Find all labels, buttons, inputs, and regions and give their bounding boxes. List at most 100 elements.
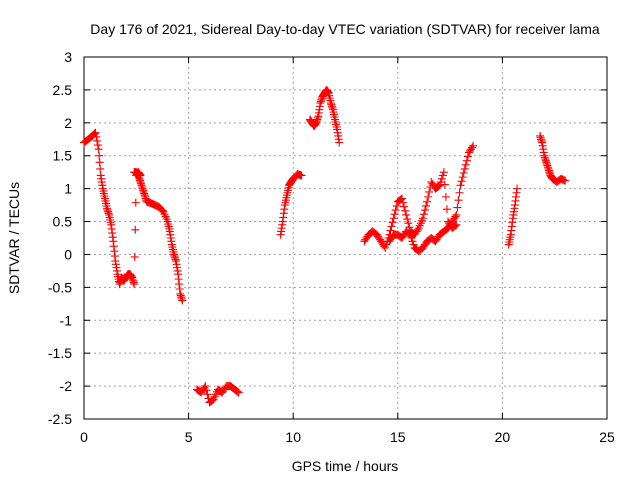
y-tick-label: -2 xyxy=(60,378,73,394)
data-point xyxy=(232,387,241,396)
data-point xyxy=(197,388,206,397)
data-point xyxy=(407,234,416,242)
x-tick-label: 5 xyxy=(185,429,193,445)
data-point xyxy=(403,215,412,224)
data-point xyxy=(362,234,371,242)
data-point xyxy=(92,132,101,141)
series-sdtvar xyxy=(80,128,187,305)
data-point xyxy=(203,390,212,399)
data-point xyxy=(422,201,431,210)
data-point xyxy=(561,176,570,185)
data-point xyxy=(413,225,422,234)
data-point xyxy=(465,146,474,155)
data-point xyxy=(130,280,139,289)
data-point xyxy=(437,174,446,183)
chart-title: Day 176 of 2021, Sidereal Day-to-day VTE… xyxy=(90,21,600,37)
series-sdtvar-3 xyxy=(276,170,306,239)
data-point xyxy=(400,202,409,211)
x-tick-labels: 0 5 10 15 20 25 xyxy=(80,429,615,445)
data-point xyxy=(402,210,411,219)
data-point xyxy=(396,195,405,204)
data-point xyxy=(431,237,440,246)
data-point xyxy=(390,210,399,219)
data-point xyxy=(445,222,454,231)
data-point xyxy=(433,234,442,242)
data-point xyxy=(469,141,478,150)
data-point xyxy=(388,218,397,227)
data-point xyxy=(449,215,458,224)
x-tick-label: 15 xyxy=(390,429,406,445)
series-sdtvar-8 xyxy=(536,131,570,187)
data-point xyxy=(387,222,396,231)
data-point xyxy=(373,232,382,241)
data-point xyxy=(419,242,428,251)
data-point xyxy=(438,171,447,180)
x-tick-label: 25 xyxy=(599,429,615,445)
data-point xyxy=(418,214,427,223)
data-point xyxy=(451,212,460,221)
data-point xyxy=(130,252,139,261)
data-point xyxy=(420,206,429,215)
data-point xyxy=(385,237,394,246)
data-point xyxy=(381,243,390,252)
data-point xyxy=(424,192,433,201)
data-point xyxy=(233,387,242,396)
y-tick-label: 3 xyxy=(64,49,72,65)
y-tick-label: 0.5 xyxy=(53,214,73,230)
data-point xyxy=(372,230,381,239)
data-point xyxy=(386,235,395,244)
data-point xyxy=(408,237,417,246)
data-point xyxy=(397,234,406,242)
data-point xyxy=(218,388,227,397)
data-point xyxy=(451,221,460,230)
data-point xyxy=(467,145,476,154)
y-tick-labels: -2.5 -2 -1.5 -1 -0.5 0 0.5 1 1.5 2 2.5 3 xyxy=(48,49,72,427)
x-tick-label: 0 xyxy=(80,429,88,445)
data-point xyxy=(452,210,461,219)
data-point xyxy=(386,226,395,235)
y-axis-label: SDTVAR / TECUs xyxy=(6,182,22,294)
data-point xyxy=(405,229,414,238)
data-point xyxy=(397,194,406,203)
data-point xyxy=(93,136,102,145)
data-point xyxy=(420,240,429,249)
data-point xyxy=(399,198,408,207)
data-point xyxy=(447,219,456,228)
data-point xyxy=(419,210,428,219)
data-point xyxy=(93,141,102,150)
data-point xyxy=(418,243,427,252)
data-point xyxy=(376,235,385,244)
data-point xyxy=(411,229,420,238)
data-point xyxy=(207,396,216,405)
data-point xyxy=(198,387,207,396)
data-point xyxy=(406,230,415,239)
series-sdtvar-6 xyxy=(385,141,478,256)
data-point xyxy=(434,182,443,191)
data-point xyxy=(458,173,467,182)
data-point xyxy=(391,206,400,215)
data-point xyxy=(131,225,140,234)
data-point xyxy=(456,181,465,190)
y-tick-label: -2.5 xyxy=(48,411,72,427)
y-tick-label: -1 xyxy=(60,312,73,328)
data-point xyxy=(423,197,432,206)
data-point xyxy=(208,396,217,405)
data-point xyxy=(436,178,445,187)
data-point xyxy=(361,235,370,244)
x-tick-label: 20 xyxy=(495,429,511,445)
data-point xyxy=(435,181,444,190)
data-point xyxy=(234,388,243,397)
data-point xyxy=(201,382,210,391)
data-point xyxy=(463,152,472,161)
data-point xyxy=(461,160,470,169)
data-point xyxy=(460,164,469,173)
data-point xyxy=(374,234,383,242)
plot-frame xyxy=(83,56,608,420)
data-point xyxy=(91,128,100,137)
data-point xyxy=(404,219,413,228)
data-point xyxy=(412,227,421,236)
y-tick-label: -0.5 xyxy=(48,279,72,295)
data-point xyxy=(380,242,389,251)
data-point xyxy=(442,205,451,214)
